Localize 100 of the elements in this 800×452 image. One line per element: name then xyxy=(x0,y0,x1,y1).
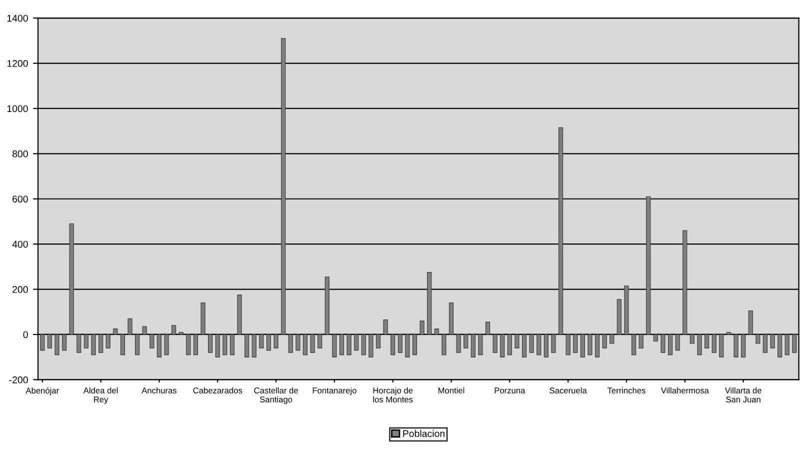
x-tick-label: Villahermosa xyxy=(660,387,709,394)
y-tick-label: 400 xyxy=(12,240,28,248)
bar xyxy=(485,322,490,335)
bar xyxy=(274,334,278,348)
bar xyxy=(200,302,206,335)
bar xyxy=(208,334,213,353)
bar xyxy=(770,334,775,348)
bar xyxy=(40,334,45,351)
bar xyxy=(120,334,125,356)
x-tick-label: Anchuras xyxy=(142,387,177,394)
bar xyxy=(288,334,293,353)
bar xyxy=(98,334,104,353)
bar xyxy=(376,334,381,348)
x-tick-label: Horcajo de los Montes xyxy=(373,387,413,402)
bar xyxy=(719,334,724,358)
bar xyxy=(427,272,432,335)
bar xyxy=(762,334,768,353)
bar xyxy=(368,334,374,358)
bar xyxy=(514,334,520,348)
y-tick-label: 0 xyxy=(23,331,28,338)
bar xyxy=(566,334,570,356)
bar xyxy=(682,230,688,335)
bar xyxy=(354,334,359,351)
bar xyxy=(522,334,527,358)
x-tick-label: Terrinches xyxy=(607,387,646,394)
bar xyxy=(412,334,418,356)
bar xyxy=(339,334,344,356)
bar xyxy=(54,334,60,356)
bar xyxy=(332,334,337,358)
bar xyxy=(602,334,607,348)
x-tick-label: Fontanarejo xyxy=(312,387,356,396)
bar xyxy=(704,334,710,348)
bar xyxy=(186,334,191,356)
bar xyxy=(244,334,250,358)
x-tick-label: Castellar de Santiago xyxy=(254,387,298,404)
bar xyxy=(536,334,542,356)
x-tick-label: Abenójar xyxy=(26,387,59,396)
bar xyxy=(580,334,585,358)
bar xyxy=(778,334,782,358)
bar xyxy=(193,334,198,356)
bar xyxy=(142,326,147,335)
bar xyxy=(346,334,352,356)
bar xyxy=(84,334,88,348)
bar xyxy=(296,334,300,351)
bar xyxy=(756,334,760,344)
x-tick-label: Porzuna xyxy=(494,388,526,394)
bar xyxy=(588,334,592,356)
bar xyxy=(164,334,169,356)
y-tick-label: 1200 xyxy=(7,60,28,67)
bar xyxy=(610,334,614,344)
bar xyxy=(741,334,746,358)
x-tick-label: Montiel xyxy=(438,387,464,394)
bar xyxy=(712,334,716,353)
legend-label: Poblacion xyxy=(403,430,444,438)
bar xyxy=(266,334,272,351)
bar xyxy=(324,276,330,335)
bar xyxy=(632,334,636,356)
y-tick-label: -200 xyxy=(9,376,28,384)
bar xyxy=(230,334,235,356)
bar xyxy=(660,334,666,353)
y-tick-label: 600 xyxy=(12,196,28,202)
y-tick-label: 800 xyxy=(12,150,28,158)
bar xyxy=(434,328,439,335)
bar xyxy=(215,334,220,358)
bar xyxy=(529,334,534,353)
bar xyxy=(106,334,110,348)
bar xyxy=(310,334,315,353)
bar xyxy=(573,334,578,353)
y-tick-label: 200 xyxy=(12,286,28,293)
x-tick-label: Saceruela xyxy=(550,387,587,394)
bar xyxy=(558,127,564,335)
bar xyxy=(748,310,753,335)
bar xyxy=(500,334,505,358)
bar xyxy=(470,334,476,358)
bar xyxy=(302,334,308,356)
bar xyxy=(420,320,424,335)
y-tick-label: 1000 xyxy=(7,105,28,112)
bar xyxy=(405,334,410,358)
bar xyxy=(456,334,461,353)
bar xyxy=(551,334,556,353)
bar xyxy=(237,294,242,335)
bar xyxy=(690,334,694,344)
bar xyxy=(464,334,468,348)
bar xyxy=(178,332,184,335)
bar xyxy=(734,334,738,358)
bar xyxy=(594,334,600,358)
bar xyxy=(135,334,140,356)
bar xyxy=(259,334,264,348)
y-tick-label: 1400 xyxy=(7,14,28,22)
bar xyxy=(492,334,498,353)
bar xyxy=(697,334,702,356)
bar xyxy=(281,38,286,335)
bar xyxy=(638,334,644,348)
bar xyxy=(62,334,67,351)
bar xyxy=(150,334,154,348)
bar xyxy=(156,334,162,358)
bar xyxy=(675,334,680,351)
bar xyxy=(222,334,228,356)
bar xyxy=(442,334,446,356)
bar xyxy=(544,334,548,358)
